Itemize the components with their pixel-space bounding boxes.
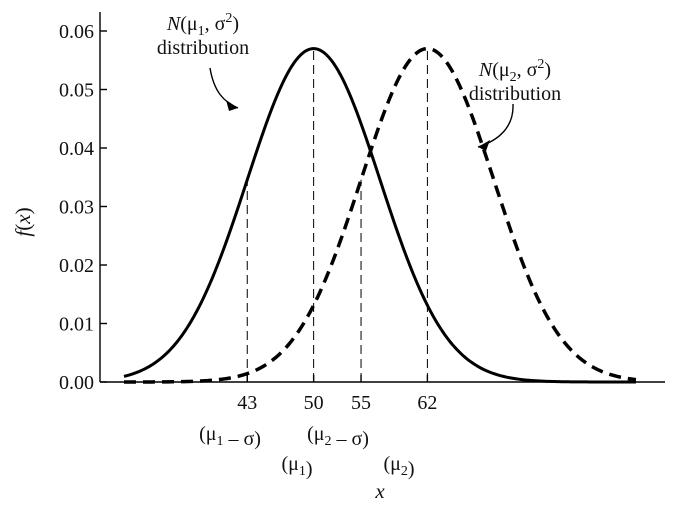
x-marker-sublabel: (μ1 – σ) — [199, 423, 261, 450]
x-marker-sublabel: (μ1) — [281, 453, 312, 480]
x-marker-sublabel: (μ2 – σ) — [307, 423, 369, 450]
annotation-label-line2: distribution — [157, 37, 249, 59]
annotation-label-line2: distribution — [469, 83, 561, 105]
annotation-arrowhead — [226, 100, 238, 111]
x-tick-label: 62 — [417, 392, 437, 414]
y-axis: 0.00 0.01 0.02 0.03 0.04 0.05 0.06 — [59, 12, 107, 394]
y-tick-label: 0.00 — [59, 372, 94, 394]
y-tick-label: 0.04 — [59, 138, 94, 160]
series-2-curve — [124, 46, 637, 384]
annotation-arrowhead — [478, 140, 490, 151]
x-marker-sublabel: (μ2) — [383, 453, 414, 480]
x-axis: 43 50 55 62 (μ1 – σ) (μ1) (μ2 – σ) (μ2) — [100, 375, 665, 480]
x-tick-label: 55 — [351, 392, 371, 414]
x-tick-label: 43 — [237, 392, 257, 414]
annotation-arrow — [477, 103, 514, 148]
y-axis-label: f(x) — [11, 207, 35, 236]
annotation-label: N(μ1, σ2) — [166, 11, 239, 39]
y-tick-label: 0.02 — [59, 255, 94, 277]
annotation-label: N(μ2, σ2) — [478, 57, 551, 85]
marker-lines — [246, 48, 428, 382]
y-tick-label: 0.01 — [59, 314, 94, 336]
y-tick-label: 0.06 — [59, 21, 94, 43]
series-curves — [123, 46, 637, 384]
series-1-curve — [123, 47, 636, 384]
y-tick-label: 0.05 — [59, 80, 94, 102]
y-tick-label: 0.03 — [59, 197, 94, 219]
x-tick-label: 50 — [304, 392, 324, 414]
x-axis-label: x — [374, 479, 385, 503]
annotation-arrow — [209, 67, 239, 109]
